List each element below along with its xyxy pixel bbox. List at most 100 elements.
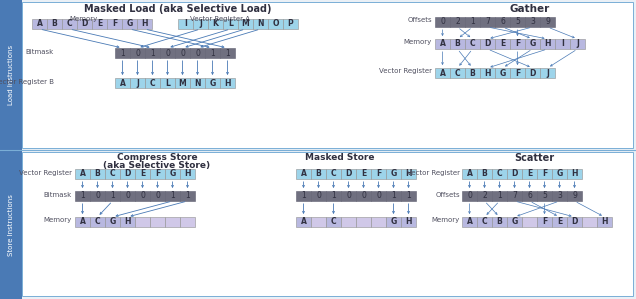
Bar (386, 217, 401, 227)
Text: H: H (225, 79, 231, 88)
Bar (283, 19, 298, 29)
Text: A: A (80, 217, 85, 227)
Text: Vector Register: Vector Register (407, 170, 460, 176)
Text: A: A (301, 170, 307, 179)
Text: 1: 1 (470, 18, 475, 27)
Text: (aka Selective Store): (aka Selective Store) (104, 161, 211, 170)
Text: A: A (36, 19, 43, 28)
Bar (401, 217, 416, 227)
Text: 1: 1 (391, 191, 396, 201)
FancyBboxPatch shape (22, 2, 633, 148)
Text: Vector Register A: Vector Register A (190, 16, 250, 22)
Text: C: C (331, 170, 336, 179)
Text: 5: 5 (542, 191, 547, 201)
Bar (522, 191, 537, 201)
Bar (160, 48, 175, 58)
Text: F: F (515, 68, 520, 77)
Text: O: O (272, 19, 279, 28)
Text: Store Instructions: Store Instructions (8, 194, 14, 256)
Bar (75, 191, 90, 201)
Bar (220, 78, 235, 88)
Bar (326, 191, 341, 201)
Bar (90, 169, 105, 179)
Bar (492, 169, 507, 179)
Text: A: A (120, 79, 125, 88)
Text: Memory: Memory (44, 217, 72, 223)
Text: 0: 0 (140, 191, 145, 201)
Text: H: H (601, 217, 608, 227)
Text: D: D (529, 68, 536, 77)
Bar (450, 39, 465, 49)
Text: 1: 1 (170, 191, 175, 201)
Text: D: D (571, 217, 577, 227)
Text: 9: 9 (572, 191, 577, 201)
Bar (477, 191, 492, 201)
Bar (341, 169, 356, 179)
Bar (180, 169, 195, 179)
Text: C: C (95, 217, 100, 227)
Text: 0: 0 (467, 191, 472, 201)
Text: 2: 2 (482, 191, 487, 201)
Bar (190, 78, 205, 88)
Text: B: B (455, 39, 460, 48)
Bar (401, 191, 416, 201)
Text: C: C (497, 170, 502, 179)
Bar (371, 169, 386, 179)
Bar (540, 17, 555, 27)
Bar (208, 19, 223, 29)
Text: Bitmask: Bitmask (25, 49, 54, 55)
Bar (92, 19, 107, 29)
Bar (205, 48, 220, 58)
Bar (462, 217, 477, 227)
Bar (386, 169, 401, 179)
Bar (326, 169, 341, 179)
Bar (296, 217, 311, 227)
Bar (507, 191, 522, 201)
Text: C: C (455, 68, 460, 77)
Text: 0: 0 (165, 48, 170, 57)
Bar (180, 217, 195, 227)
Bar (567, 191, 582, 201)
Text: C: C (481, 217, 487, 227)
Bar (507, 217, 522, 227)
Text: I: I (184, 19, 187, 28)
Text: B: B (95, 170, 100, 179)
Text: 6: 6 (500, 18, 505, 27)
Bar (525, 17, 540, 27)
Text: 7: 7 (512, 191, 517, 201)
Bar (450, 17, 465, 27)
Text: H: H (405, 217, 411, 227)
Text: 1: 1 (497, 191, 502, 201)
Text: F: F (542, 217, 547, 227)
Bar (552, 169, 567, 179)
Bar (190, 48, 205, 58)
Text: Load Instructions: Load Instructions (8, 45, 14, 105)
Text: D: D (511, 170, 518, 179)
Bar (311, 217, 326, 227)
Text: M: M (242, 19, 249, 28)
Bar (150, 217, 165, 227)
Bar (75, 169, 90, 179)
Text: H: H (484, 68, 491, 77)
Text: Vector Register: Vector Register (19, 170, 72, 176)
Bar (435, 39, 450, 49)
Bar (105, 191, 120, 201)
Bar (462, 191, 477, 201)
Text: A: A (439, 39, 445, 48)
Bar (356, 169, 371, 179)
Text: 0: 0 (346, 191, 351, 201)
Bar (0, 0, 636, 150)
Text: J: J (136, 79, 139, 88)
Bar (495, 17, 510, 27)
Bar (130, 78, 145, 88)
Bar (480, 39, 495, 49)
Bar (0, 0, 22, 150)
Text: G: G (391, 170, 397, 179)
Text: 0: 0 (155, 191, 160, 201)
Text: I: I (561, 39, 564, 48)
Bar (165, 191, 180, 201)
Bar (130, 48, 145, 58)
Text: M: M (179, 79, 186, 88)
Text: G: G (127, 19, 133, 28)
Text: H: H (184, 170, 191, 179)
